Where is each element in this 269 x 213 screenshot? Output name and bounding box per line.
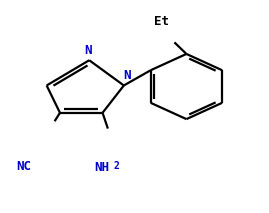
Text: Et: Et — [154, 15, 169, 28]
Text: N: N — [123, 69, 130, 82]
Text: N: N — [84, 44, 92, 57]
Text: NH: NH — [95, 161, 109, 174]
Text: NC: NC — [16, 160, 31, 173]
Text: 2: 2 — [113, 161, 119, 171]
